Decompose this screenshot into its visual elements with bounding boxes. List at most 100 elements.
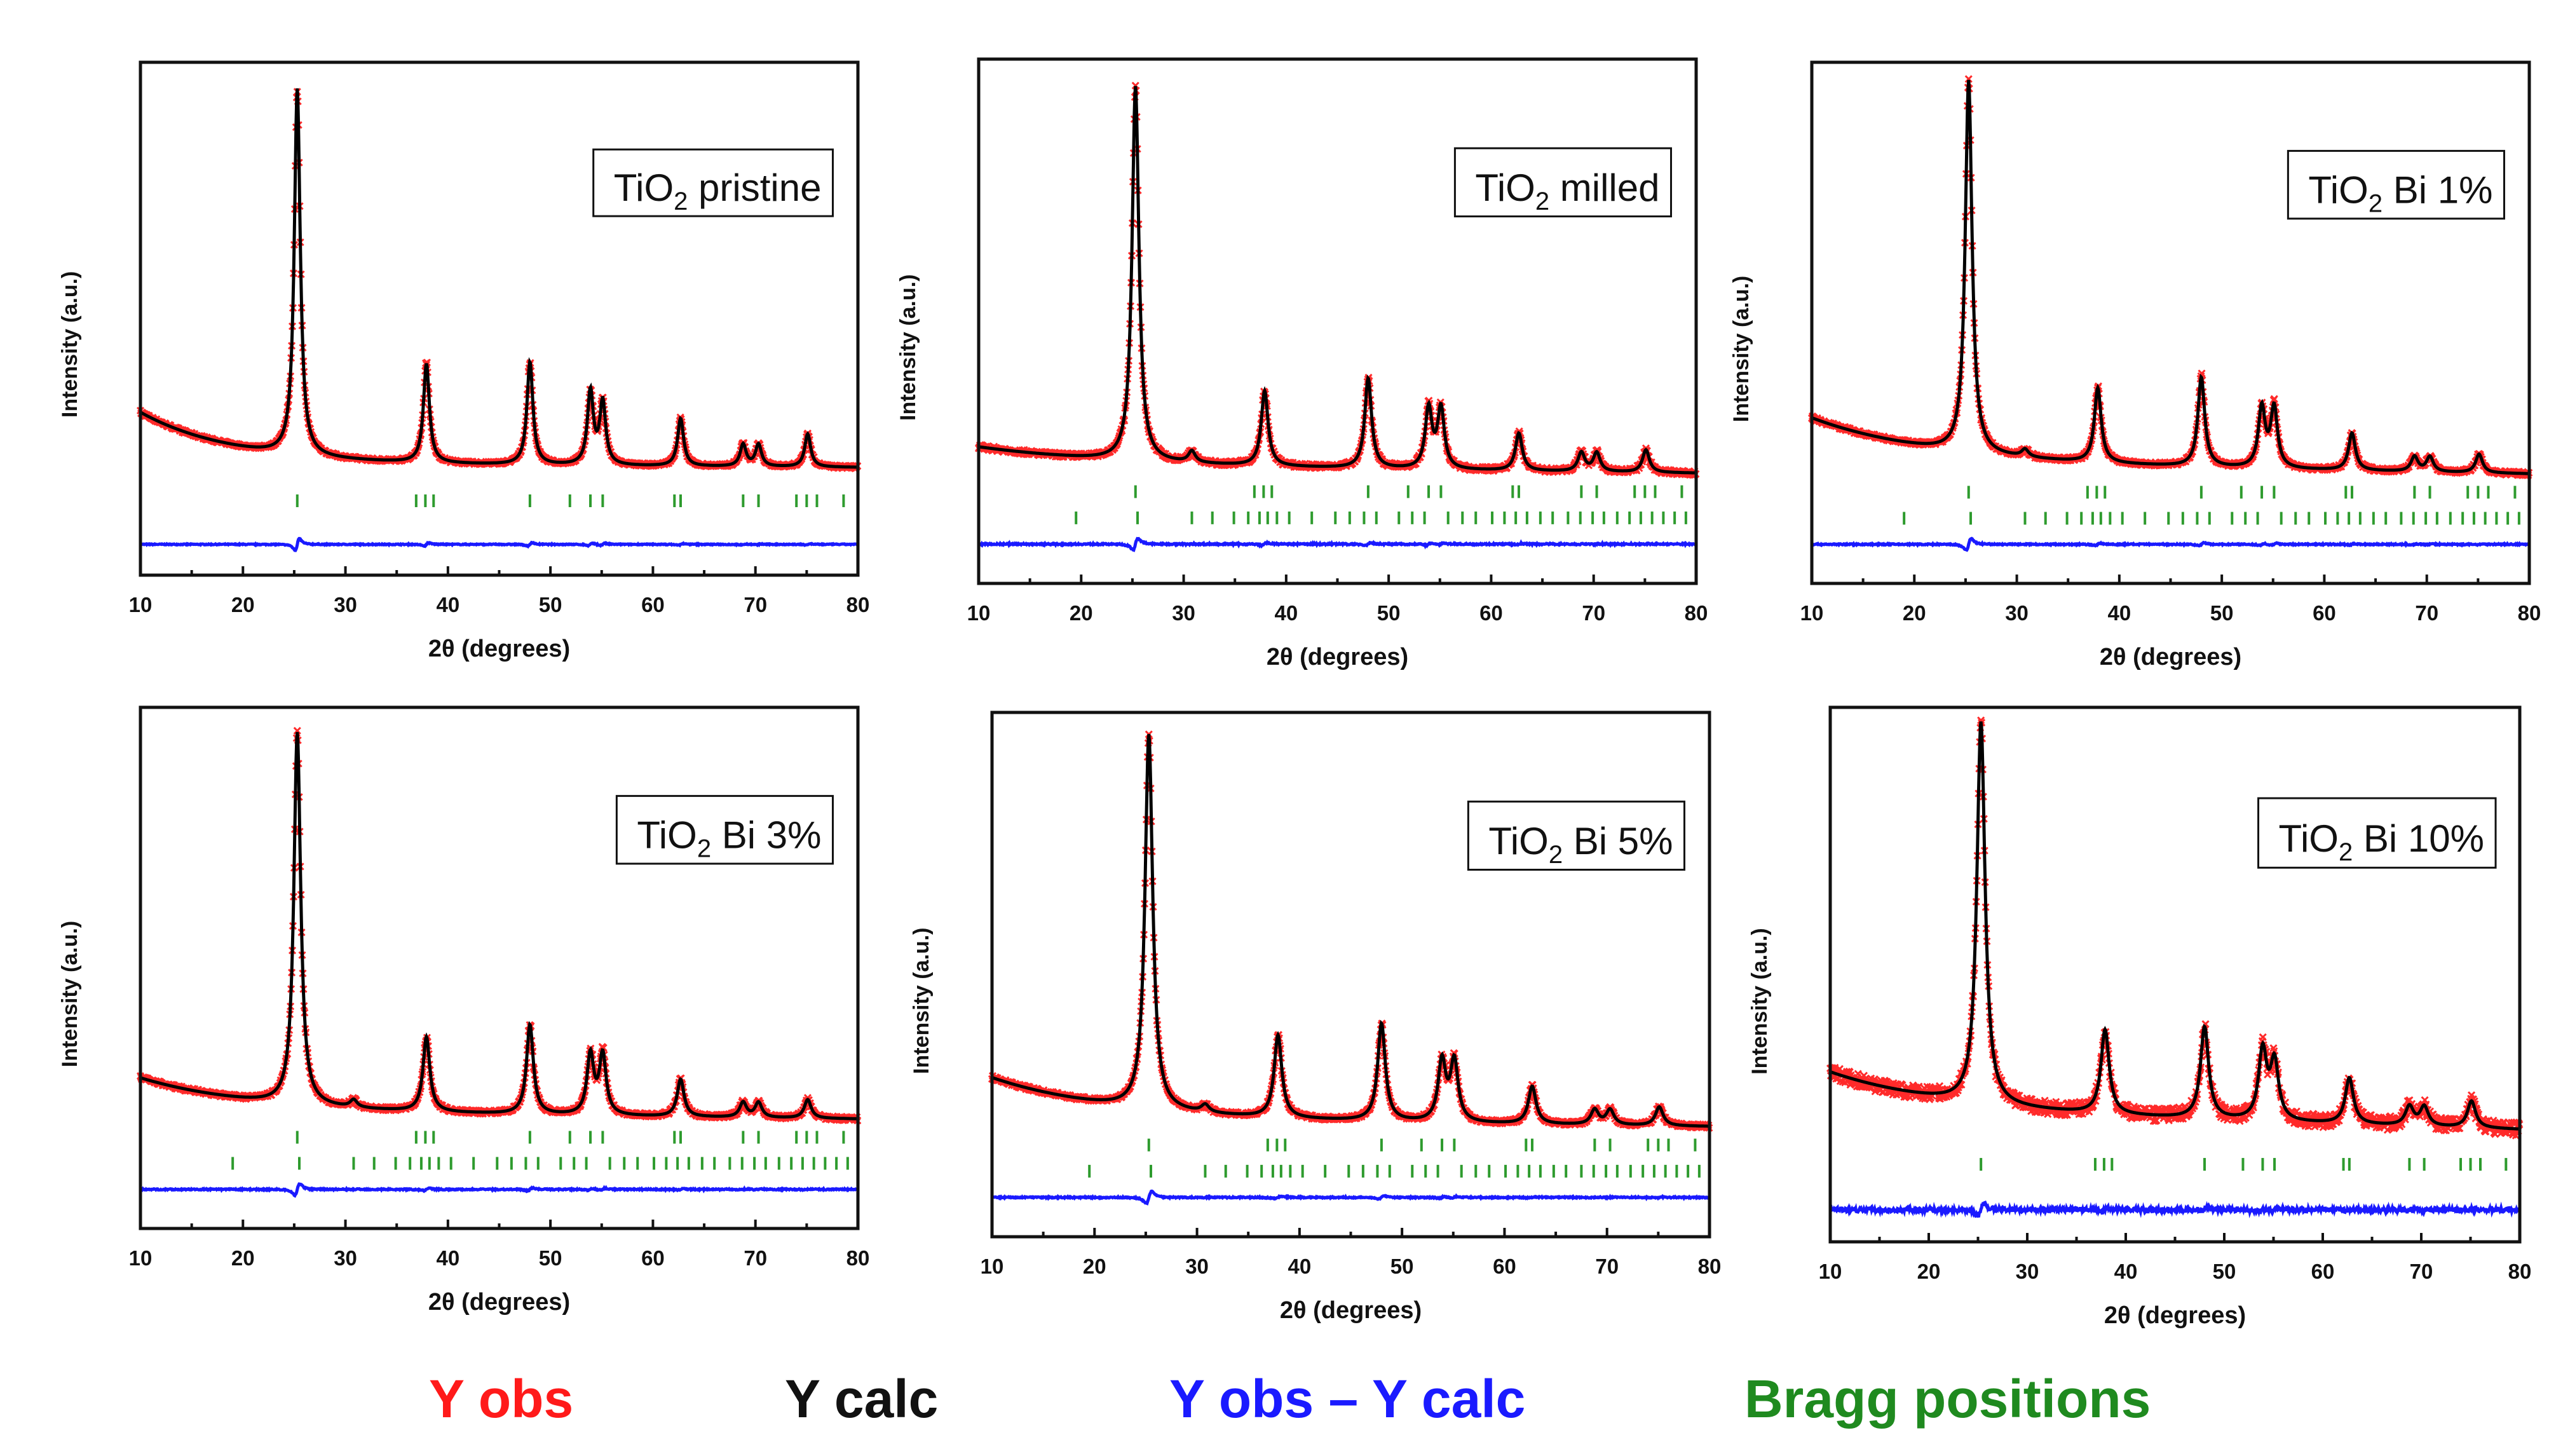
- x-tick-label: 10: [981, 1255, 1004, 1278]
- x-tick-label: 60: [1479, 601, 1503, 625]
- x-tick-label: 40: [436, 593, 459, 616]
- sample-label-text: TiO2 Bi 10%: [2279, 817, 2484, 866]
- ycalc-series: [1829, 721, 2520, 1131]
- plot-frame: [139, 705, 860, 1230]
- x-tick-label: 50: [2210, 601, 2234, 625]
- difference-series: [1829, 1200, 2520, 1219]
- ycalc-series: [978, 86, 1696, 475]
- x-tick-label: 60: [2311, 1260, 2335, 1283]
- sample-label-box: [615, 794, 834, 865]
- x-axis-title: 2θ (degrees): [1280, 1297, 1422, 1324]
- x-tick-label: 20: [1070, 601, 1093, 625]
- x-tick-label: 30: [334, 1246, 357, 1270]
- x-tick-label: 50: [539, 593, 562, 616]
- x-tick-label: 50: [1377, 601, 1401, 625]
- sample-label-text: TiO2 Bi 1%: [2308, 168, 2492, 217]
- y-axis-title: Intensity (a.u.): [58, 271, 82, 418]
- x-tick-label: 20: [1903, 601, 1926, 625]
- x-tick-label: 20: [231, 593, 255, 616]
- x-tick-label: 70: [2410, 1260, 2433, 1283]
- legend: Y obs Y calc Y obs – Y calc Bragg positi…: [429, 1369, 2151, 1429]
- x-axis-title: 2θ (degrees): [2104, 1302, 2246, 1329]
- x-tick-label: 10: [967, 601, 991, 625]
- yobs-series: [136, 88, 862, 473]
- yobs-series: [1807, 75, 2533, 479]
- x-tick-label: 80: [1698, 1255, 1722, 1278]
- x-tick-label: 70: [744, 593, 767, 616]
- sample-label: TiO2 Bi 5%: [1467, 800, 1685, 871]
- x-tick-label: 30: [1185, 1255, 1209, 1278]
- x-tick-label: 40: [2114, 1260, 2138, 1283]
- x-tick-label: 30: [2005, 601, 2029, 625]
- x-tick-label: 30: [334, 593, 357, 616]
- panel-milled: 10 20 30 40 50 60 70 80 2θ (degrees) Intensity (a…: [896, 57, 1708, 670]
- sample-label: TiO2 Bi 1%: [2287, 149, 2505, 220]
- x-tick-label: 60: [641, 593, 665, 616]
- yobs-series: [136, 726, 862, 1125]
- x-tick-label: 40: [1274, 601, 1298, 625]
- sample-label-box: [1453, 147, 1672, 217]
- x-tick-label: 20: [231, 1246, 255, 1270]
- x-axis-title: 2θ (degrees): [428, 1289, 570, 1316]
- yobs-series: [974, 81, 1700, 479]
- x-tick-label: 20: [1917, 1260, 1941, 1283]
- panel-pristine: 10 20 30 40 50 60 70 80 2θ (degrees) Intensity (a…: [58, 60, 870, 662]
- sample-label: TiO2 Bi 3%: [615, 794, 834, 865]
- x-tick-label: 80: [846, 1246, 870, 1270]
- plot-frame: [990, 711, 1711, 1239]
- sample-label-box: [2287, 149, 2505, 220]
- x-tick-label: 30: [2016, 1260, 2039, 1283]
- x-tick-label: 60: [641, 1246, 665, 1270]
- sample-label: TiO2 pristine: [592, 148, 834, 217]
- x-tick-label: 80: [2518, 601, 2541, 625]
- x-tick-label: 70: [1595, 1255, 1619, 1278]
- x-tick-label: 10: [1800, 601, 1824, 625]
- sample-label-text: TiO2 milled: [1475, 167, 1659, 215]
- x-tick-label: 70: [744, 1246, 767, 1270]
- yobs-series: [988, 730, 1713, 1132]
- sample-label-text: TiO2 pristine: [614, 167, 822, 215]
- panel-bi1: 10 20 30 40 50 60 70 80 2θ (degrees) Intensity (a…: [1729, 60, 2541, 670]
- difference-series: [1811, 536, 2529, 552]
- x-tick-label: 60: [2313, 601, 2336, 625]
- x-tick-label: 10: [129, 593, 153, 616]
- y-axis-title: Intensity (a.u.): [1729, 276, 1753, 422]
- plot-frame: [977, 57, 1698, 585]
- x-tick-label: 80: [1685, 601, 1708, 625]
- x-tick-label: 40: [1288, 1255, 1311, 1278]
- plot-frame: [139, 60, 860, 577]
- panel-bi3: 10 20 30 40 50 60 70 80 2θ (degrees) Intensity (a…: [58, 705, 870, 1316]
- x-tick-label: 40: [436, 1246, 459, 1270]
- x-tick-label: 80: [846, 593, 870, 616]
- legend-bragg: Bragg positions: [1744, 1369, 2151, 1429]
- x-tick-label: 70: [1582, 601, 1605, 625]
- panel-bi10: 10 20 30 40 50 60 70 80 2θ (degrees) Intensity (a…: [1748, 705, 2532, 1329]
- sample-label: TiO2 milled: [1453, 147, 1672, 217]
- x-tick-label: 30: [1172, 601, 1195, 625]
- y-axis-title: Intensity (a.u.): [58, 921, 82, 1067]
- difference-series: [139, 1182, 859, 1198]
- difference-series: [139, 536, 858, 552]
- x-axis-title: 2θ (degrees): [428, 636, 570, 662]
- x-tick-label: 70: [2415, 601, 2438, 625]
- x-tick-label: 60: [1493, 1255, 1516, 1278]
- plot-frame: [1828, 705, 2522, 1244]
- sample-label-text: TiO2 Bi 5%: [1488, 820, 1673, 869]
- sample-label: TiO2 Bi 10%: [2257, 797, 2497, 869]
- x-tick-label: 50: [2213, 1260, 2236, 1283]
- x-tick-label: 80: [2508, 1260, 2532, 1283]
- x-tick-label: 40: [2107, 601, 2131, 625]
- sample-label-box: [592, 148, 834, 217]
- sample-label-box: [1467, 800, 1685, 871]
- sample-label-box: [2257, 797, 2497, 869]
- ycalc-series: [140, 731, 858, 1120]
- y-axis-title: Intensity (a.u.): [896, 275, 920, 421]
- x-axis-title: 2θ (degrees): [1267, 644, 1408, 670]
- ycalc-series: [139, 88, 858, 469]
- panel-bi5: 10 20 30 40 50 60 70 80 2θ (degrees) Intensity (a…: [909, 711, 1722, 1324]
- legend-ycalc: Y calc: [785, 1369, 938, 1429]
- yobs-series: [1826, 716, 2524, 1140]
- ycalc-series: [991, 733, 1710, 1128]
- legend-diff: Y obs – Y calc: [1169, 1369, 1525, 1429]
